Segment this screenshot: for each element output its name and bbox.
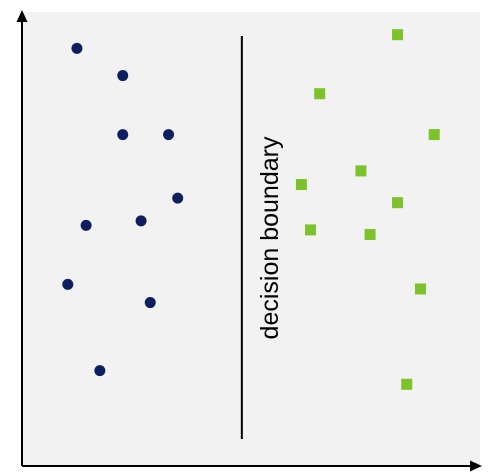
circle-point xyxy=(117,70,129,82)
decision-boundary-label: decision boundary xyxy=(256,136,284,339)
square-point xyxy=(392,197,404,209)
square-point xyxy=(355,165,367,177)
y-axis-arrowhead xyxy=(16,10,28,22)
circle-point xyxy=(144,297,156,309)
circle-point xyxy=(172,192,184,204)
square-point xyxy=(414,283,426,295)
circle-point xyxy=(80,219,92,231)
circle-point xyxy=(94,365,106,377)
plot-background xyxy=(22,12,480,466)
square-point xyxy=(364,228,376,240)
circle-point xyxy=(117,129,129,141)
square-point xyxy=(295,179,307,191)
square-point xyxy=(401,378,413,390)
square-point xyxy=(428,129,440,141)
square-point xyxy=(305,224,317,236)
x-axis-arrowhead xyxy=(470,460,482,472)
square-point xyxy=(314,88,326,100)
circle-point xyxy=(71,42,83,54)
circle-point xyxy=(62,278,74,290)
circle-point xyxy=(163,129,175,141)
circle-point xyxy=(135,215,147,227)
square-point xyxy=(392,29,404,41)
data-points xyxy=(62,29,440,390)
